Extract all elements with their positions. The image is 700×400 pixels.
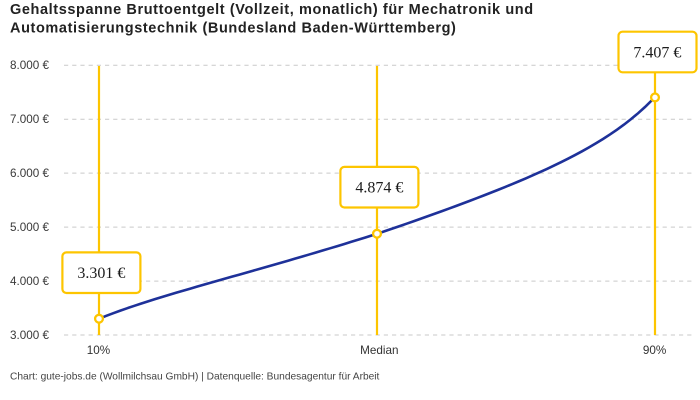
svg-text:Median: Median <box>360 344 398 357</box>
svg-text:10%: 10% <box>87 344 110 357</box>
svg-text:7.407 €: 7.407 € <box>633 45 681 62</box>
svg-text:4.874 €: 4.874 € <box>355 180 403 197</box>
svg-text:6.000 €: 6.000 € <box>10 167 49 180</box>
svg-text:7.000 €: 7.000 € <box>10 113 49 126</box>
svg-text:3.000 €: 3.000 € <box>10 329 49 342</box>
svg-text:3.301 €: 3.301 € <box>77 265 125 282</box>
svg-text:Automatisierungstechnik (Bunde: Automatisierungstechnik (Bundesland Bade… <box>10 21 457 37</box>
svg-text:4.000 €: 4.000 € <box>10 275 49 288</box>
svg-text:Chart: gute-jobs.de (Wollmilch: Chart: gute-jobs.de (Wollmilchsau GmbH) … <box>10 372 380 383</box>
svg-text:5.000 €: 5.000 € <box>10 221 49 234</box>
svg-text:90%: 90% <box>643 344 666 357</box>
svg-text:8.000 €: 8.000 € <box>10 59 49 72</box>
svg-text:Gehaltsspanne Bruttoentgelt (V: Gehaltsspanne Bruttoentgelt (Vollzeit, m… <box>10 2 534 18</box>
